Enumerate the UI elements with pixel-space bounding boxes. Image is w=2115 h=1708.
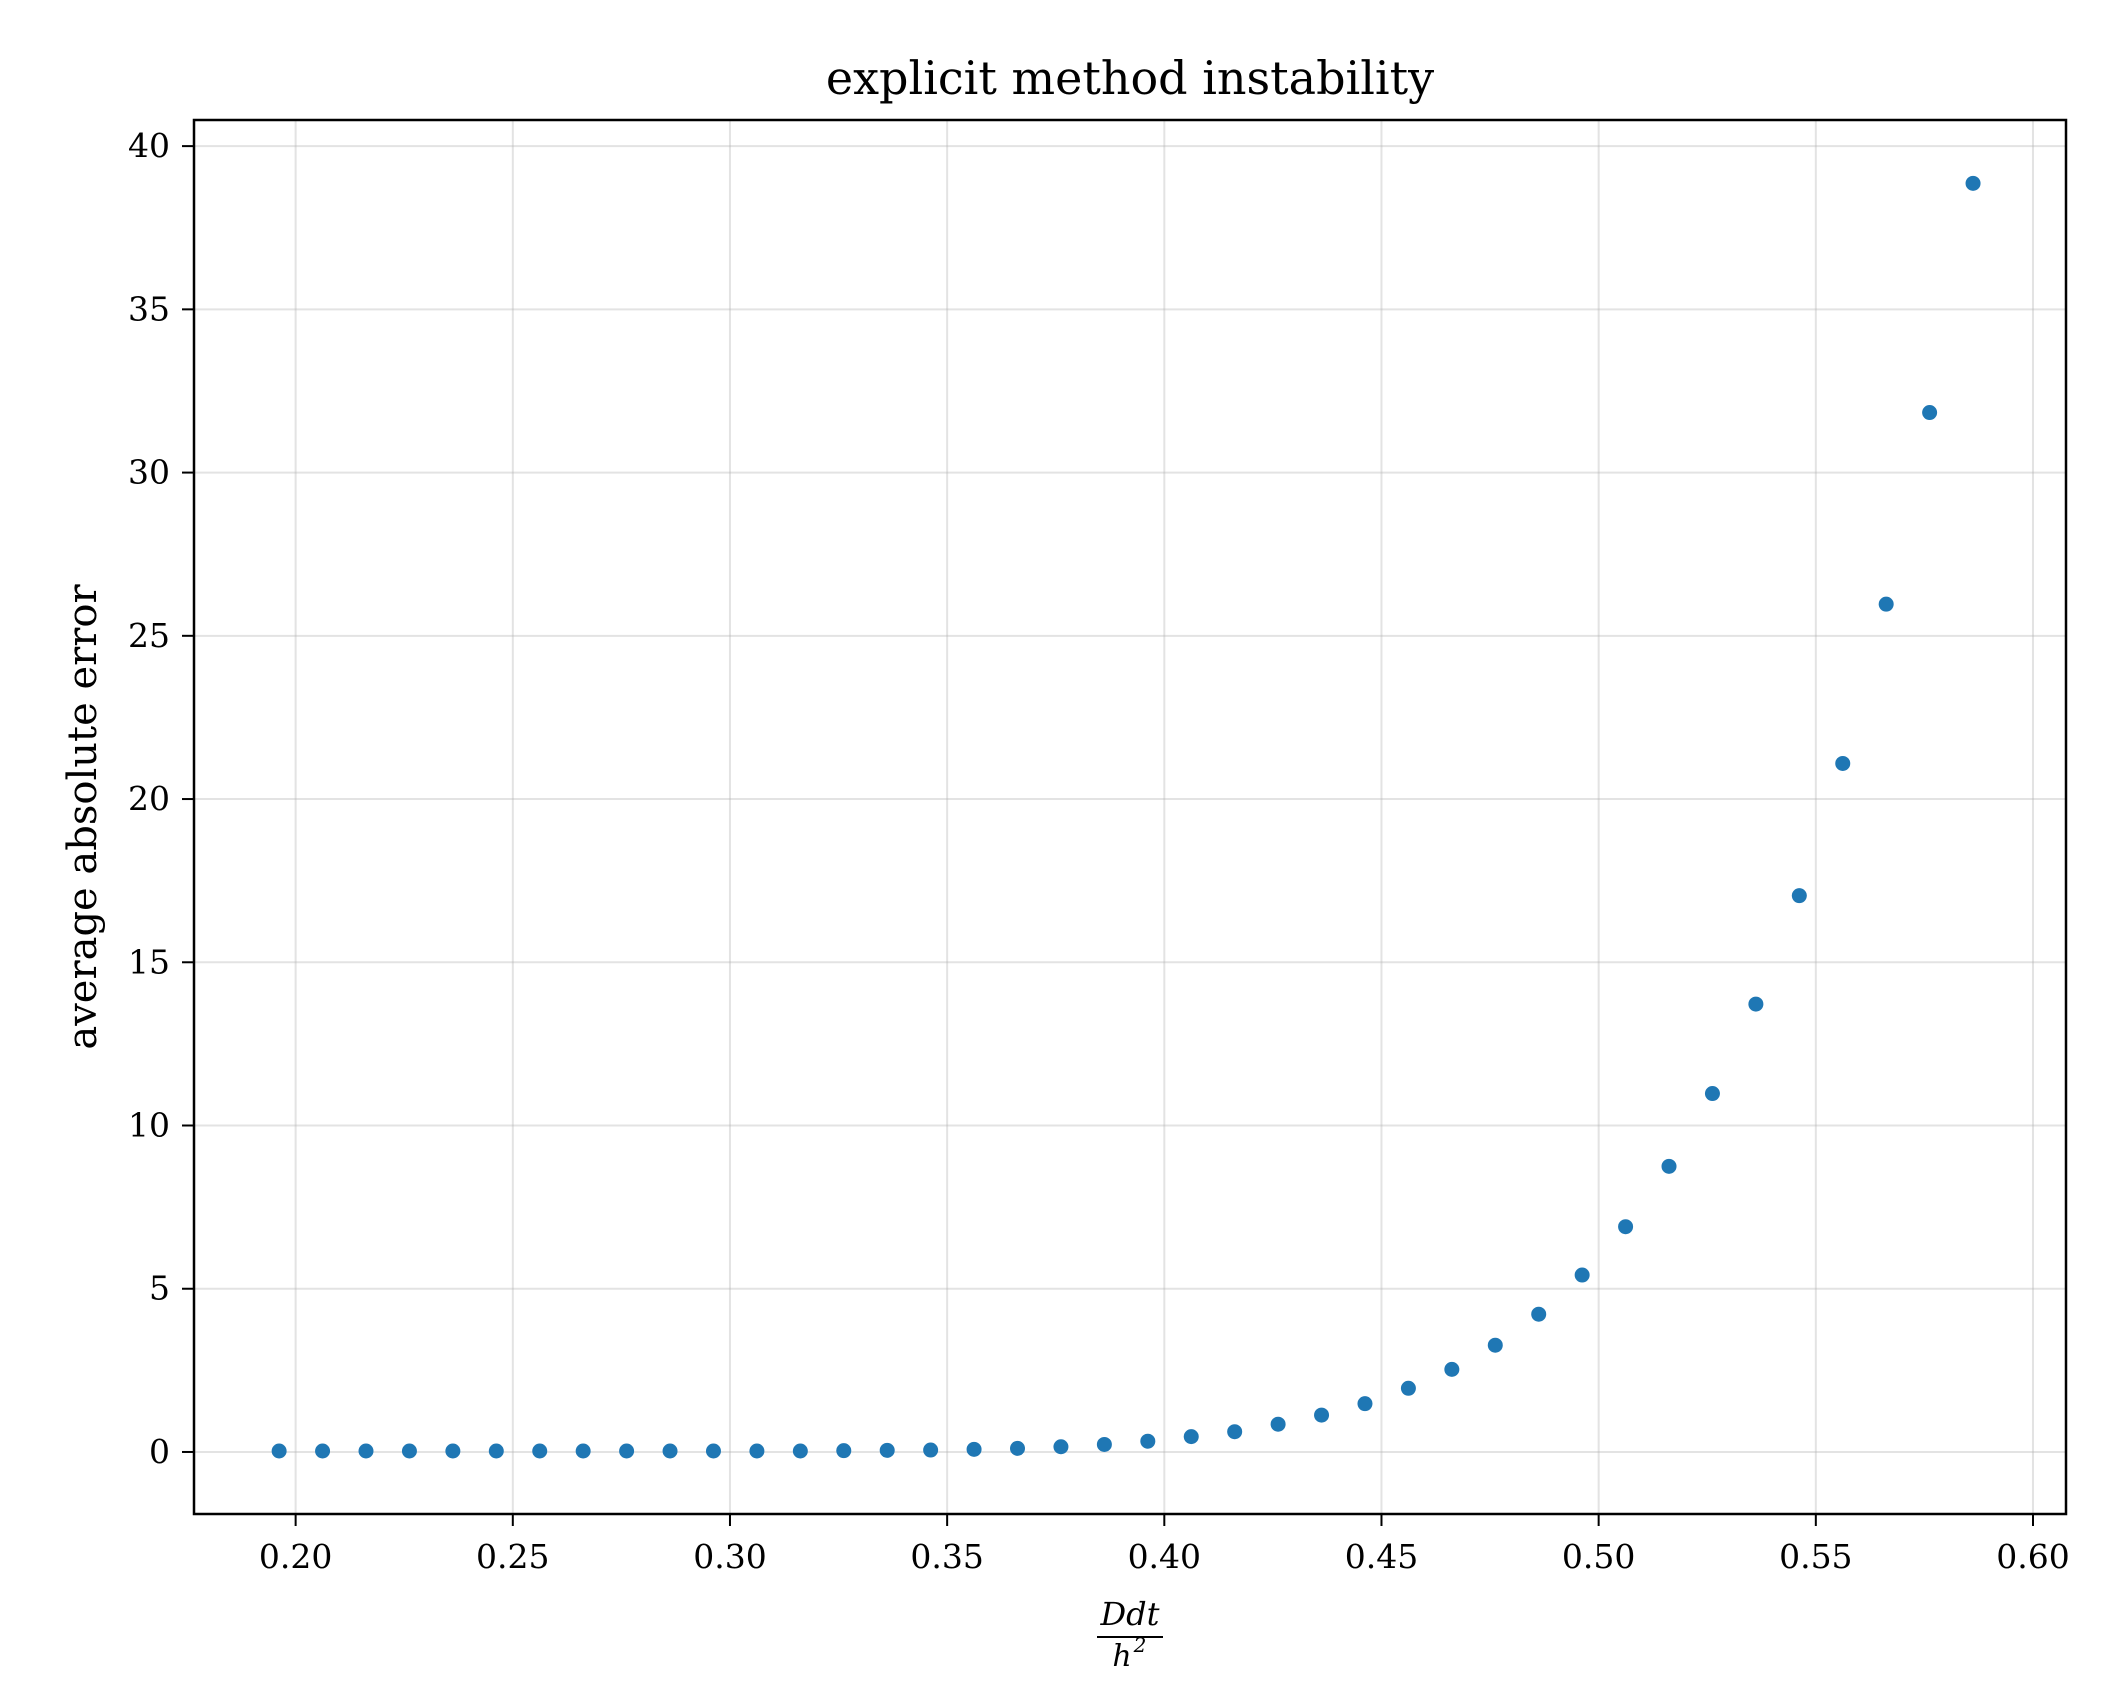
y-tick-label: 25 — [128, 616, 170, 655]
data-point — [1922, 405, 1938, 421]
data-point — [1531, 1306, 1547, 1322]
data-point — [1878, 596, 1894, 612]
data-point — [1748, 996, 1764, 1012]
data-point — [1487, 1337, 1503, 1353]
data-point — [532, 1443, 548, 1459]
grid — [194, 120, 2066, 1514]
data-point — [662, 1443, 678, 1459]
data-point — [358, 1443, 374, 1459]
y-tick-label: 40 — [128, 126, 170, 165]
x-tick-label: 0.30 — [693, 1537, 766, 1576]
data-point — [1183, 1429, 1199, 1445]
chart-title: explicit method instability — [826, 51, 1434, 105]
data-point — [1704, 1086, 1720, 1102]
data-point — [271, 1443, 287, 1459]
x-axis-label: Ddt h 2 — [1097, 1595, 1163, 1674]
data-point — [1227, 1424, 1243, 1440]
data-point — [401, 1443, 417, 1459]
y-axis: 0 5 10 15 20 25 30 35 40 — [128, 126, 194, 1471]
data-point — [1053, 1439, 1069, 1455]
data-point — [1096, 1436, 1112, 1452]
x-tick-label: 0.45 — [1345, 1537, 1418, 1576]
data-point — [1314, 1407, 1330, 1423]
y-tick-label: 35 — [128, 289, 170, 328]
data-point — [1965, 175, 1981, 191]
data-point — [705, 1443, 721, 1459]
data-point — [1444, 1361, 1460, 1377]
data-point — [1010, 1440, 1026, 1456]
data-point — [315, 1443, 331, 1459]
data-point — [1661, 1158, 1677, 1174]
plot-frame — [192, 118, 2068, 1516]
data-point — [923, 1442, 939, 1458]
data-point — [1618, 1219, 1634, 1235]
data-point — [1835, 755, 1851, 771]
data-point — [966, 1441, 982, 1457]
y-tick-label: 10 — [128, 1106, 170, 1145]
data-point — [619, 1443, 635, 1459]
x-tick-label: 0.35 — [910, 1537, 983, 1576]
y-tick-label: 15 — [128, 942, 170, 981]
x-tick-label: 0.40 — [1128, 1537, 1201, 1576]
data-point — [1140, 1433, 1156, 1449]
data-point — [1357, 1396, 1373, 1412]
data-points — [271, 175, 1981, 1459]
data-point — [792, 1443, 808, 1459]
data-point — [1400, 1380, 1416, 1396]
y-axis-label: average absolute error — [60, 583, 106, 1049]
y-tick-label: 0 — [149, 1432, 170, 1471]
data-point — [879, 1442, 895, 1458]
x-tick-label: 0.20 — [259, 1537, 332, 1576]
data-point — [1270, 1416, 1286, 1432]
y-tick-label: 30 — [128, 453, 170, 492]
x-axis-label-denominator: h — [1112, 1639, 1131, 1674]
x-axis-label-denominator-exponent: 2 — [1133, 1633, 1147, 1657]
y-tick-label: 5 — [149, 1269, 170, 1308]
data-point — [488, 1443, 504, 1459]
data-point — [749, 1443, 765, 1459]
x-tick-label: 0.55 — [1779, 1537, 1852, 1576]
data-point — [1791, 888, 1807, 904]
x-tick-label: 0.50 — [1562, 1537, 1635, 1576]
y-tick-label: 20 — [128, 779, 170, 818]
x-axis: 0.20 0.25 0.30 0.35 0.40 0.45 0.50 0.55 0.60 — [259, 1514, 2070, 1576]
data-point — [836, 1443, 852, 1459]
x-tick-label: 0.60 — [1996, 1537, 2069, 1576]
x-tick-label: 0.25 — [476, 1537, 549, 1576]
x-axis-label-numerator: Ddt — [1100, 1595, 1160, 1633]
data-point — [445, 1443, 461, 1459]
data-point — [575, 1443, 591, 1459]
data-point — [1574, 1267, 1590, 1283]
